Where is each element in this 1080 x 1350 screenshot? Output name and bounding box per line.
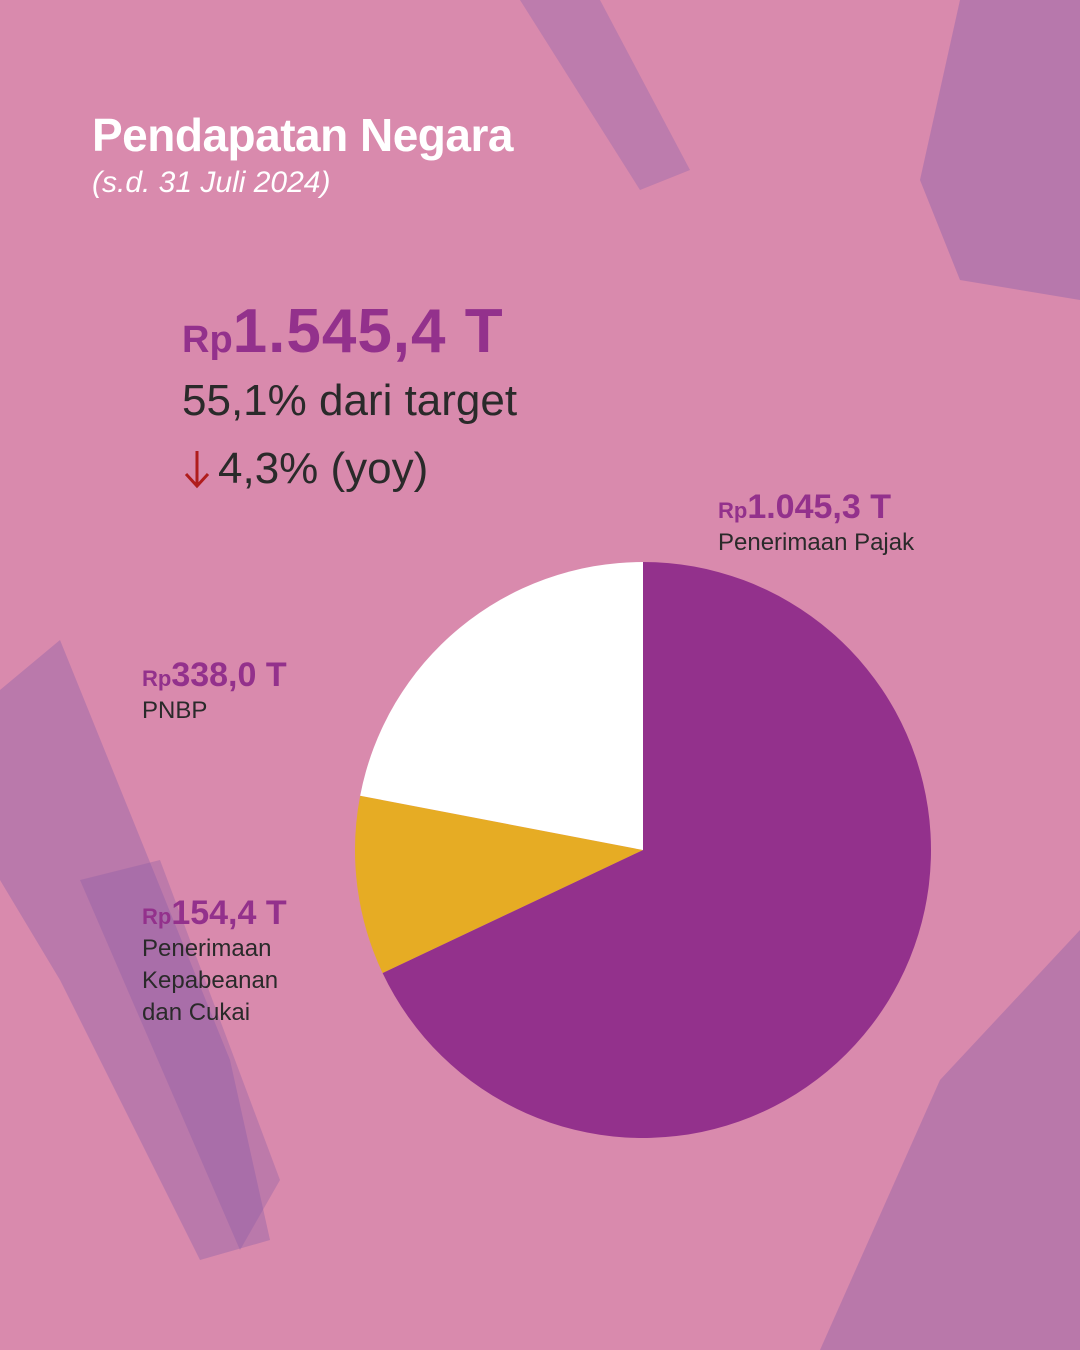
pnbp-amount: 338,0 T [171, 656, 287, 694]
total-currency: Rp [182, 319, 233, 361]
target-percentage: 55,1% dari target [182, 376, 518, 425]
kepabeanan-name-line1: Penerimaan [142, 935, 272, 962]
yoy-change: 4,3% (yoy) [182, 444, 428, 494]
pie-slice-pnbp [360, 562, 643, 850]
arrow-down-icon [184, 451, 210, 489]
page-subtitle: (s.d. 31 Juli 2024) [92, 166, 331, 199]
pajak-name: Penerimaan Pajak [718, 529, 915, 556]
page-title: Pendapatan Negara [92, 109, 513, 161]
label-kepabeanan: Rp154,4 T Penerimaan Kepabeanan dan Cuka… [142, 894, 287, 1029]
pajak-currency: Rp [718, 498, 748, 523]
kepabeanan-name-line3: dan Cukai [142, 999, 251, 1026]
pie-slice-pajak [382, 562, 932, 1138]
total-revenue: Rp1.545,4 T [182, 296, 504, 367]
pajak-amount: 1.045,3 T [747, 488, 891, 526]
pie-slice-kepabeanan [355, 795, 643, 973]
label-pnbp: Rp338,0 T PNBP [142, 656, 287, 727]
yoy-value: 4,3% (yoy) [218, 444, 429, 493]
kepabeanan-name-line2: Kepabeanan [142, 967, 279, 994]
kepabeanan-amount: 154,4 T [171, 894, 287, 932]
total-value: 1.545,4 T [232, 297, 504, 366]
pnbp-currency: Rp [142, 666, 172, 691]
kepabeanan-currency: Rp [142, 904, 172, 929]
label-pajak: Rp1.045,3 T Penerimaan Pajak [718, 488, 914, 559]
pnbp-name: PNBP [142, 697, 208, 724]
